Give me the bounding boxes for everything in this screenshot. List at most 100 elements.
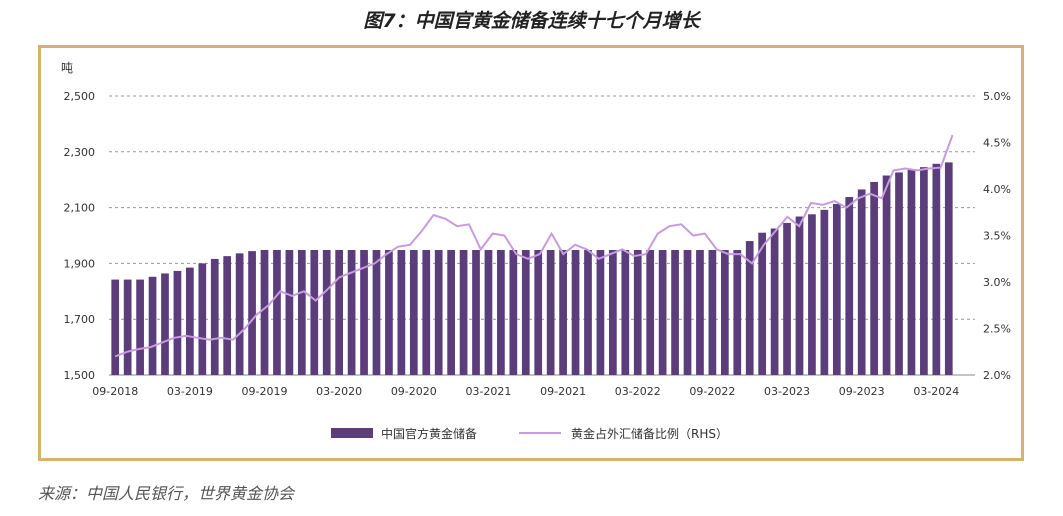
- bar: [422, 250, 431, 375]
- x-tick-label: 03-2024: [913, 385, 959, 398]
- bar: [770, 228, 779, 375]
- x-tick-label: 09-2021: [540, 385, 586, 398]
- bar: [758, 232, 767, 375]
- x-tick-label: 09-2019: [242, 385, 288, 398]
- right-tick-label: 4.5%: [983, 137, 1011, 150]
- bar: [932, 163, 941, 375]
- right-tick-label: 2.5%: [983, 323, 1011, 336]
- bar: [696, 250, 704, 375]
- bar: [845, 196, 854, 375]
- bar: [944, 162, 953, 375]
- left-tick-label: 1,700: [64, 313, 96, 326]
- bar: [260, 250, 269, 375]
- right-tick-label: 3.0%: [983, 276, 1011, 289]
- bar: [658, 250, 667, 375]
- bar: [385, 250, 393, 375]
- bar: [285, 250, 294, 375]
- bar: [820, 209, 829, 375]
- left-tick-label: 2,300: [64, 146, 96, 159]
- bar: [372, 250, 381, 375]
- bar: [347, 250, 356, 375]
- legend-line-label: 黄金占外汇储备比例（RHS）: [571, 426, 728, 441]
- x-tick-label: 03-2022: [615, 385, 661, 398]
- bar: [720, 250, 729, 375]
- x-tick-label: 03-2019: [167, 385, 213, 398]
- bar: [335, 250, 344, 375]
- bar: [882, 175, 891, 375]
- x-tick-label: 09-2020: [391, 385, 437, 398]
- bar: [895, 172, 903, 375]
- bar: [621, 250, 630, 375]
- bar: [683, 250, 692, 375]
- left-tick-label: 2,100: [64, 202, 96, 215]
- bar: [434, 250, 443, 375]
- bar: [870, 181, 878, 375]
- right-tick-label: 3.5%: [983, 230, 1011, 243]
- chart-title: 图7：中国官黄金储备连续十七个月增长: [363, 10, 700, 32]
- bar: [609, 250, 617, 375]
- bar: [832, 203, 841, 375]
- bar: [148, 276, 157, 375]
- bar: [198, 263, 207, 375]
- right-tick-label: 5.0%: [983, 90, 1011, 103]
- bar: [310, 250, 319, 375]
- x-tick-label: 03-2023: [764, 385, 810, 398]
- bar: [546, 250, 555, 375]
- bar: [409, 250, 418, 375]
- bar: [111, 279, 120, 375]
- bar: [808, 214, 816, 375]
- x-tick-label: 03-2021: [465, 385, 511, 398]
- left-tick-label: 1,900: [64, 257, 96, 270]
- bar: [273, 250, 281, 375]
- bar: [248, 251, 256, 375]
- bar: [596, 250, 605, 375]
- bar: [210, 258, 219, 375]
- legend-bar-swatch: [331, 428, 373, 438]
- bar: [497, 250, 505, 375]
- bar: [186, 267, 194, 375]
- bar: [484, 250, 493, 375]
- bar: [136, 279, 144, 375]
- bar: [297, 250, 306, 375]
- bar: [360, 250, 368, 375]
- bar: [509, 250, 518, 375]
- bar: [795, 216, 804, 375]
- bar: [745, 241, 754, 375]
- bar: [534, 250, 543, 375]
- ratio-line: [114, 134, 954, 358]
- right-tick-label: 2.0%: [983, 369, 1011, 382]
- bar: [633, 250, 642, 375]
- bar: [708, 250, 717, 375]
- x-tick-label: 09-2022: [689, 385, 735, 398]
- bar: [920, 167, 928, 375]
- bar: [783, 222, 791, 375]
- bar: [671, 250, 679, 375]
- bar: [857, 189, 866, 375]
- source-note: 来源：中国人民银行，世界黄金协会: [38, 484, 295, 503]
- bar: [584, 250, 592, 375]
- bar: [459, 250, 468, 375]
- bar: [397, 250, 406, 375]
- bar: [447, 250, 455, 375]
- x-tick-label: 09-2018: [92, 385, 138, 398]
- bar: [322, 250, 331, 375]
- right-tick-label: 4.0%: [983, 183, 1011, 196]
- bar: [173, 270, 182, 375]
- left-tick-label: 2,500: [64, 90, 96, 103]
- bar: [161, 273, 169, 375]
- bar: [123, 279, 132, 375]
- bar: [472, 250, 480, 375]
- left-axis-unit: 吨: [61, 61, 73, 75]
- bar: [559, 250, 567, 375]
- x-tick-label: 03-2020: [316, 385, 362, 398]
- x-tick-label: 09-2023: [839, 385, 885, 398]
- bar: [571, 250, 580, 375]
- chart-frame: 1,500 1,700 1,900 2,100 2,300 2,500 吨 2.0% 2.5% 3…: [38, 45, 1024, 461]
- bar: [223, 256, 232, 375]
- bar: [733, 250, 742, 375]
- bar: [235, 253, 244, 375]
- legend-bar-label: 中国官方黄金储备: [381, 426, 477, 441]
- bar: [907, 169, 916, 375]
- left-tick-label: 1,500: [64, 369, 96, 382]
- bar: [646, 250, 655, 375]
